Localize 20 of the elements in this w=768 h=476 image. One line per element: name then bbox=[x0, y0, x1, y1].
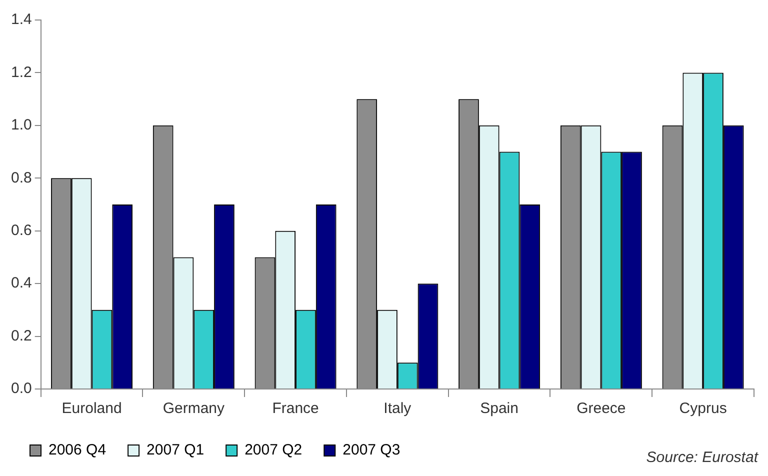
y-tick-label: 1.4 bbox=[10, 11, 32, 28]
legend-label: 2007 Q3 bbox=[342, 442, 400, 459]
y-tick-label: 0.0 bbox=[10, 380, 32, 398]
y-tick-label: 1.2 bbox=[10, 64, 32, 81]
x-tick-label: Euroland bbox=[62, 400, 122, 418]
x-tick-label: Cyprus bbox=[679, 400, 727, 418]
x-tick-label: Germany bbox=[162, 400, 226, 418]
y-tick-label: 0.6 bbox=[10, 222, 32, 239]
legend-label: 2006 Q4 bbox=[48, 442, 106, 459]
x-tick-label: Italy bbox=[384, 400, 412, 418]
x-tick-label: France bbox=[272, 400, 319, 418]
y-tick-label: 0.8 bbox=[10, 169, 32, 186]
y-tick-label: 1.0 bbox=[10, 116, 32, 134]
y-tick-label: 0.2 bbox=[10, 327, 32, 344]
legend-label: 2007 Q2 bbox=[244, 442, 302, 459]
legend-label: 2007 Q1 bbox=[146, 442, 204, 459]
source-note: Source: Eurostat bbox=[646, 449, 758, 466]
x-tick-label: Greece bbox=[576, 400, 626, 418]
y-tick-label: 0.4 bbox=[10, 274, 32, 292]
x-tick-label: Spain bbox=[480, 400, 518, 418]
